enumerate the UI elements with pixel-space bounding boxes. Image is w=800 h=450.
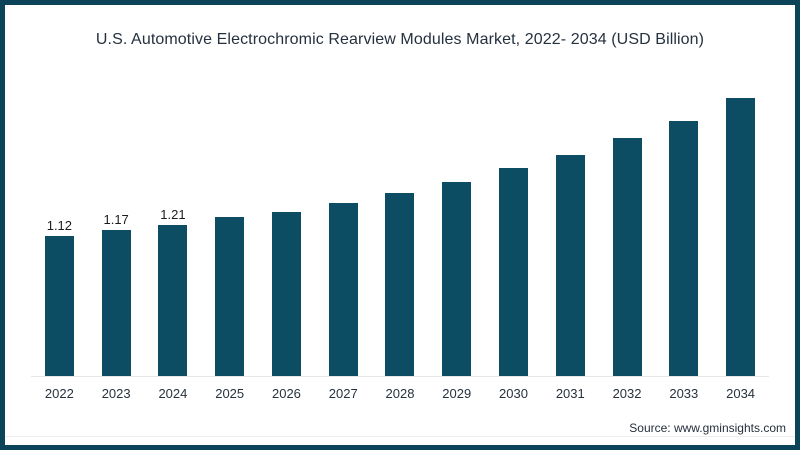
bar-2023 bbox=[101, 230, 131, 376]
bar-column-2029 bbox=[428, 182, 485, 376]
bar-column-2034 bbox=[712, 98, 769, 376]
bar-2032 bbox=[612, 138, 642, 376]
x-tick-label-2032: 2032 bbox=[612, 386, 642, 401]
bar-2030 bbox=[499, 168, 528, 376]
bar-2028 bbox=[385, 193, 415, 376]
x-tick-label-2030: 2030 bbox=[499, 386, 528, 401]
bar-column-2033 bbox=[655, 121, 712, 376]
bar-2029 bbox=[442, 182, 472, 376]
bar-2024 bbox=[158, 225, 188, 376]
x-tick-label-2022: 2022 bbox=[44, 386, 74, 401]
x-tick-label-2033: 2033 bbox=[669, 386, 699, 401]
x-tick-label-2023: 2023 bbox=[101, 386, 131, 401]
bar-column-2032 bbox=[599, 138, 656, 376]
source-attribution: Source: www.gminsights.com bbox=[629, 421, 786, 435]
bar-2025 bbox=[215, 217, 245, 376]
bar-column-2024: 1.21 bbox=[145, 208, 202, 376]
x-tick-label-2025: 2025 bbox=[215, 386, 245, 401]
bar-column-2028 bbox=[372, 193, 429, 376]
x-tick-label-2027: 2027 bbox=[328, 386, 358, 401]
bar-chart-plot-area: 1.12 1.17 1.21 bbox=[31, 95, 769, 377]
x-tick-label-2024: 2024 bbox=[158, 386, 188, 401]
chart-title: U.S. Automotive Electrochromic Rearview … bbox=[95, 31, 705, 48]
x-tick-label-2031: 2031 bbox=[555, 386, 585, 401]
bar-2027 bbox=[328, 203, 358, 376]
bar-value-label-2024: 1.21 bbox=[160, 207, 186, 222]
x-axis-tick-labels: 2022 2023 2024 2025 2026 2027 2028 2029 2030 2031… bbox=[31, 386, 769, 401]
x-tick-label-2026: 2026 bbox=[271, 386, 301, 401]
bar-value-label-2023: 1.17 bbox=[103, 212, 129, 227]
bar-2026 bbox=[271, 212, 301, 376]
bar-column-2023: 1.17 bbox=[88, 213, 145, 376]
bar-column-2027 bbox=[315, 203, 372, 376]
x-tick-label-2034: 2034 bbox=[726, 386, 756, 401]
x-tick-label-2028: 2028 bbox=[385, 386, 415, 401]
bar-value-label-2022: 1.12 bbox=[46, 218, 73, 233]
x-tick-label-2029: 2029 bbox=[442, 386, 472, 401]
bar-column-2026 bbox=[258, 212, 315, 376]
bar-2031 bbox=[555, 155, 585, 376]
bar-column-2025 bbox=[201, 217, 258, 376]
bar-column-2022: 1.12 bbox=[31, 219, 88, 376]
bar-2022 bbox=[44, 236, 74, 376]
bar-column-2030 bbox=[485, 168, 542, 376]
bar-2034 bbox=[726, 98, 756, 376]
bar-2033 bbox=[669, 121, 699, 376]
footer-divider bbox=[5, 436, 795, 437]
bar-column-2031 bbox=[542, 155, 599, 376]
